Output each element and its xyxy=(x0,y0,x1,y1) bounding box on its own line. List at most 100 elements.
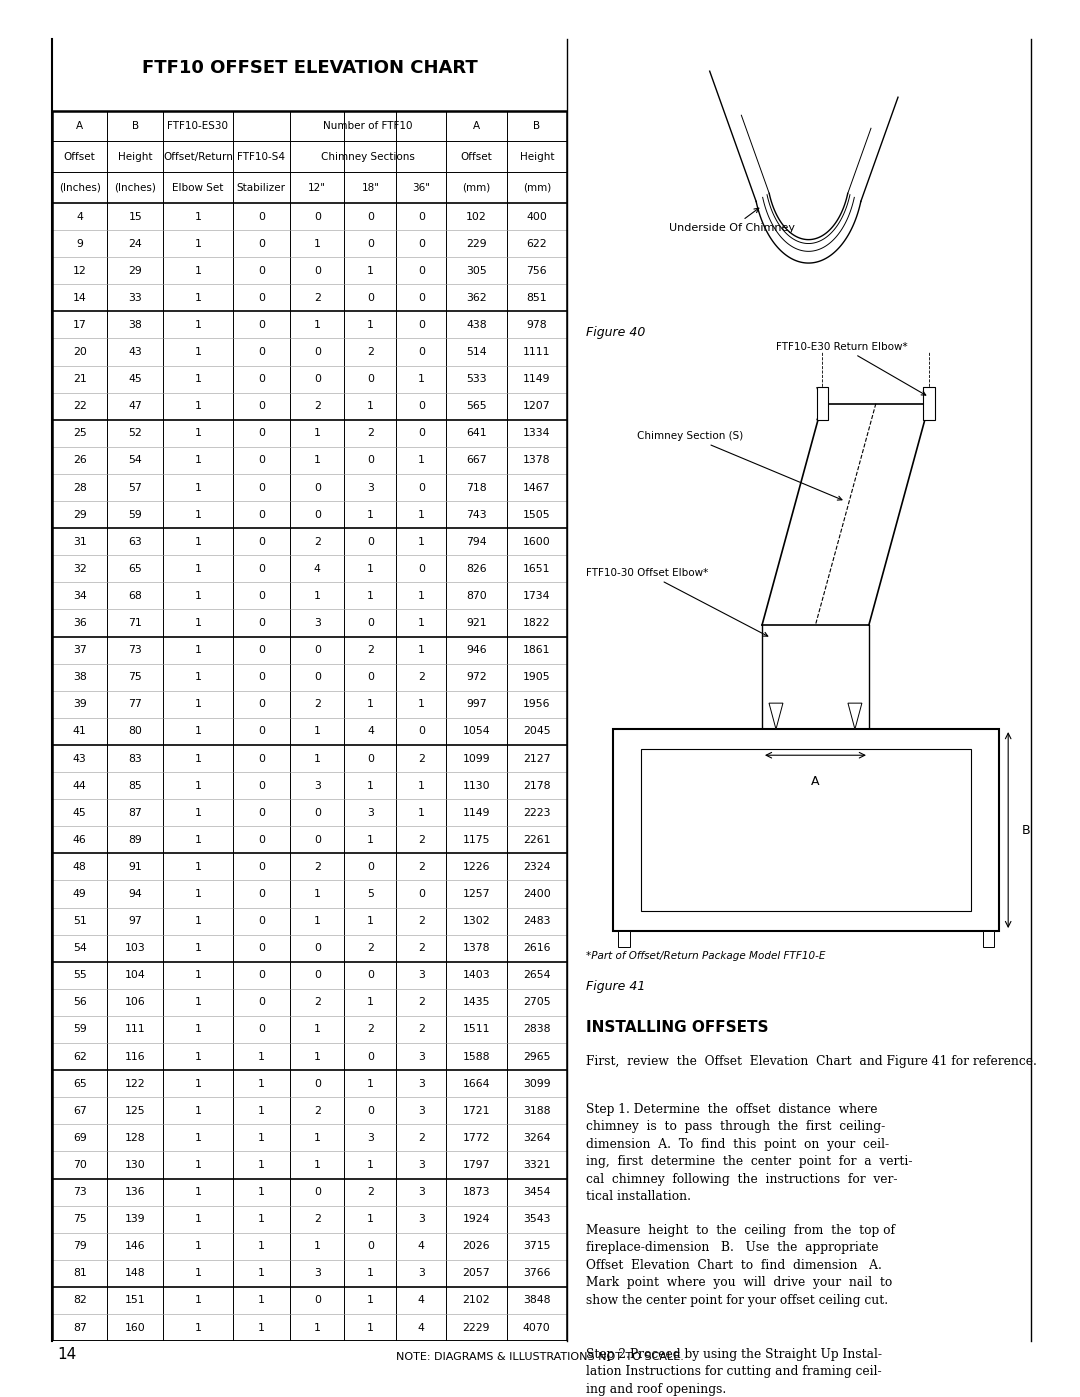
Text: 4: 4 xyxy=(367,726,374,736)
Text: 1435: 1435 xyxy=(462,997,490,1007)
Text: 1: 1 xyxy=(258,1078,265,1088)
Text: 756: 756 xyxy=(526,265,548,275)
Text: 0: 0 xyxy=(314,943,321,953)
Text: A: A xyxy=(811,775,820,788)
Text: 1721: 1721 xyxy=(462,1106,490,1116)
Text: (Inches): (Inches) xyxy=(114,183,157,193)
Text: 1: 1 xyxy=(194,320,201,330)
Text: Chimney Section (S): Chimney Section (S) xyxy=(637,432,842,500)
Text: 1505: 1505 xyxy=(523,510,551,520)
Text: B: B xyxy=(132,122,139,131)
Text: A: A xyxy=(473,122,480,131)
Text: 0: 0 xyxy=(258,862,265,872)
Text: 2: 2 xyxy=(367,346,374,358)
Text: 0: 0 xyxy=(314,211,321,222)
Text: B: B xyxy=(534,122,540,131)
Text: 1: 1 xyxy=(194,672,201,682)
Text: 15: 15 xyxy=(129,211,143,222)
Text: 4070: 4070 xyxy=(523,1323,551,1333)
Text: 1: 1 xyxy=(367,510,374,520)
Text: 1600: 1600 xyxy=(523,536,551,546)
Text: 5: 5 xyxy=(367,888,374,900)
Text: 0: 0 xyxy=(258,455,265,465)
Text: 0: 0 xyxy=(418,211,424,222)
Text: 54: 54 xyxy=(72,943,86,953)
Text: 45: 45 xyxy=(72,807,86,817)
Text: 2026: 2026 xyxy=(462,1242,490,1252)
Text: 36": 36" xyxy=(413,183,430,193)
Text: 36: 36 xyxy=(72,617,86,629)
Bar xyxy=(816,387,828,420)
Text: 229: 229 xyxy=(465,239,487,249)
Text: 2261: 2261 xyxy=(523,835,551,845)
Text: 0: 0 xyxy=(418,482,424,493)
Text: 1: 1 xyxy=(314,1052,321,1062)
Text: 1: 1 xyxy=(367,1078,374,1088)
Text: 3321: 3321 xyxy=(523,1160,551,1169)
Text: 3: 3 xyxy=(418,1214,424,1224)
Text: 0: 0 xyxy=(258,510,265,520)
Text: INSTALLING OFFSETS: INSTALLING OFFSETS xyxy=(585,1020,768,1035)
Text: 1: 1 xyxy=(194,835,201,845)
Text: 514: 514 xyxy=(465,346,487,358)
Text: 70: 70 xyxy=(72,1160,86,1169)
Text: 2: 2 xyxy=(418,916,424,926)
Text: 21: 21 xyxy=(72,374,86,384)
Text: 1924: 1924 xyxy=(462,1214,490,1224)
Text: 1: 1 xyxy=(194,1323,201,1333)
Text: 3: 3 xyxy=(418,1187,424,1197)
Text: 1: 1 xyxy=(367,1295,374,1305)
Text: 1: 1 xyxy=(258,1242,265,1252)
Text: 2057: 2057 xyxy=(462,1268,490,1278)
Text: 1: 1 xyxy=(314,239,321,249)
Text: 667: 667 xyxy=(465,455,487,465)
Text: 47: 47 xyxy=(129,401,143,411)
Text: 4: 4 xyxy=(418,1295,424,1305)
Text: (mm): (mm) xyxy=(462,183,490,193)
Text: 0: 0 xyxy=(314,645,321,655)
Text: 1: 1 xyxy=(194,429,201,439)
Text: 55: 55 xyxy=(72,971,86,981)
Text: 0: 0 xyxy=(258,591,265,601)
Text: 743: 743 xyxy=(465,510,487,520)
Text: 4: 4 xyxy=(314,564,321,574)
Text: 0: 0 xyxy=(367,753,374,764)
Text: 1956: 1956 xyxy=(523,700,551,710)
Text: 0: 0 xyxy=(367,239,374,249)
Text: 83: 83 xyxy=(129,753,143,764)
Text: 1: 1 xyxy=(367,591,374,601)
Text: 1822: 1822 xyxy=(523,617,551,629)
Text: 69: 69 xyxy=(72,1133,86,1143)
Text: 1257: 1257 xyxy=(462,888,490,900)
Text: 0: 0 xyxy=(314,1295,321,1305)
Text: 0: 0 xyxy=(258,997,265,1007)
Text: 4: 4 xyxy=(418,1242,424,1252)
Text: 1: 1 xyxy=(418,700,424,710)
Text: 1: 1 xyxy=(194,1242,201,1252)
Text: 1: 1 xyxy=(194,1078,201,1088)
Text: 2: 2 xyxy=(314,1214,321,1224)
Text: 305: 305 xyxy=(465,265,487,275)
Text: 1099: 1099 xyxy=(462,753,490,764)
Text: 2: 2 xyxy=(314,401,321,411)
Text: 0: 0 xyxy=(258,753,265,764)
Text: 1: 1 xyxy=(194,1052,201,1062)
Text: 97: 97 xyxy=(129,916,143,926)
Text: 1403: 1403 xyxy=(462,971,490,981)
Text: 38: 38 xyxy=(129,320,143,330)
Text: 0: 0 xyxy=(258,1024,265,1035)
Text: 1378: 1378 xyxy=(462,943,490,953)
Text: 1: 1 xyxy=(194,700,201,710)
Text: 1: 1 xyxy=(194,401,201,411)
Text: 1: 1 xyxy=(418,781,424,791)
Text: Number of FTF10: Number of FTF10 xyxy=(323,122,413,131)
Text: 3: 3 xyxy=(367,1133,374,1143)
Text: 62: 62 xyxy=(72,1052,86,1062)
Text: 18": 18" xyxy=(362,183,379,193)
Text: 1: 1 xyxy=(314,1323,321,1333)
Text: 1111: 1111 xyxy=(523,346,551,358)
Text: 0: 0 xyxy=(258,401,265,411)
Text: 3: 3 xyxy=(367,807,374,817)
Text: 3848: 3848 xyxy=(523,1295,551,1305)
Text: 0: 0 xyxy=(418,265,424,275)
